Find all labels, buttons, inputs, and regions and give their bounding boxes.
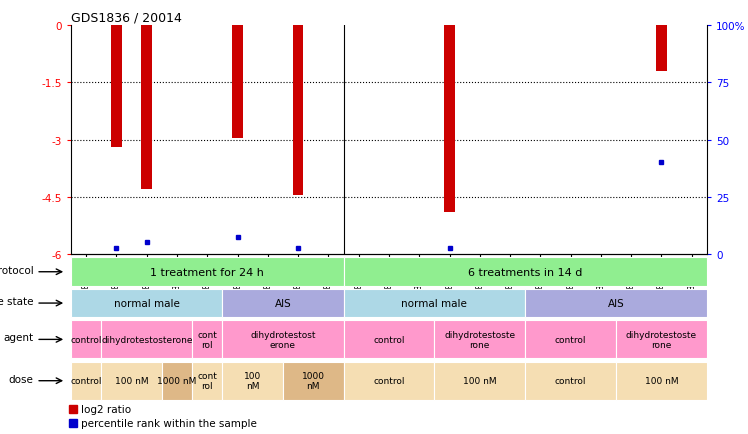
Text: cont
rol: cont rol: [197, 330, 217, 349]
Bar: [222, 362, 283, 400]
Bar: [444, 26, 455, 213]
Bar: [525, 321, 616, 358]
Bar: [343, 362, 435, 400]
Bar: [71, 289, 222, 318]
Bar: [71, 258, 343, 286]
Bar: [435, 321, 525, 358]
Text: cont
rol: cont rol: [197, 371, 217, 391]
Text: log2 ratio: log2 ratio: [82, 404, 132, 414]
Text: control: control: [555, 376, 586, 385]
Bar: [435, 362, 525, 400]
Bar: [343, 258, 707, 286]
Bar: [222, 321, 343, 358]
Bar: [616, 321, 707, 358]
Text: 100 nM: 100 nM: [645, 376, 678, 385]
Text: dose: dose: [8, 374, 34, 384]
Bar: [343, 289, 525, 318]
Text: disease state: disease state: [0, 297, 34, 307]
Text: control: control: [373, 335, 405, 344]
Text: control: control: [373, 376, 405, 385]
Text: control: control: [70, 335, 102, 344]
Text: dihydrotestost
erone: dihydrotestost erone: [251, 330, 316, 349]
Bar: [343, 321, 435, 358]
Text: agent: agent: [3, 332, 34, 342]
Text: normal male: normal male: [402, 299, 468, 308]
Bar: [101, 362, 162, 400]
Bar: [292, 26, 304, 195]
Bar: [525, 289, 707, 318]
Bar: [283, 362, 343, 400]
Text: 100
nM: 100 nM: [244, 371, 261, 391]
Text: dihydrotestosterone: dihydrotestosterone: [101, 335, 192, 344]
Text: GDS1836 / 20014: GDS1836 / 20014: [71, 12, 182, 25]
Text: dihydrotestoste
rone: dihydrotestoste rone: [626, 330, 697, 349]
Bar: [162, 362, 192, 400]
Text: normal male: normal male: [114, 299, 180, 308]
Text: 1000 nM: 1000 nM: [157, 376, 197, 385]
Bar: [101, 321, 192, 358]
Text: protocol: protocol: [0, 266, 34, 276]
Text: 1000
nM: 1000 nM: [301, 371, 325, 391]
Bar: [71, 321, 101, 358]
Text: 100 nM: 100 nM: [463, 376, 497, 385]
Text: AIS: AIS: [607, 299, 625, 308]
Bar: [616, 362, 707, 400]
Bar: [192, 362, 222, 400]
Bar: [141, 26, 152, 190]
Text: AIS: AIS: [275, 299, 292, 308]
Bar: [192, 321, 222, 358]
Bar: [222, 289, 343, 318]
Bar: [656, 26, 666, 72]
Text: 100 nM: 100 nM: [114, 376, 148, 385]
Bar: [111, 26, 122, 148]
Bar: [525, 362, 616, 400]
Text: percentile rank within the sample: percentile rank within the sample: [82, 418, 257, 427]
Text: 1 treatment for 24 h: 1 treatment for 24 h: [150, 267, 264, 277]
Text: 6 treatments in 14 d: 6 treatments in 14 d: [468, 267, 583, 277]
Text: dihydrotestoste
rone: dihydrotestoste rone: [444, 330, 515, 349]
Text: control: control: [555, 335, 586, 344]
Bar: [233, 26, 243, 138]
Bar: [71, 362, 101, 400]
Text: control: control: [70, 376, 102, 385]
